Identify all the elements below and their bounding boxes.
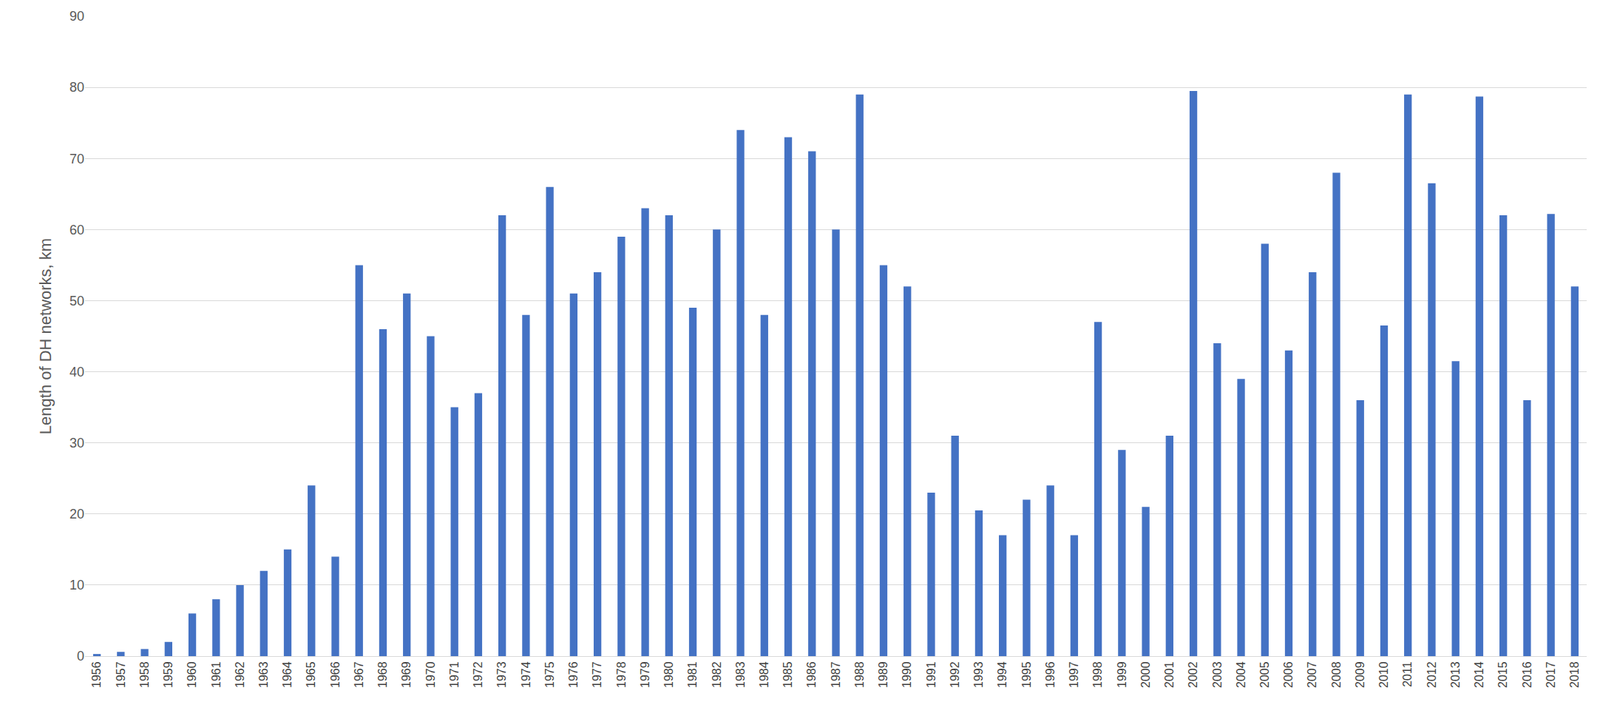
- svg-text:20: 20: [69, 506, 85, 522]
- svg-text:1958: 1958: [138, 660, 151, 688]
- svg-text:1962: 1962: [233, 660, 247, 688]
- svg-text:1977: 1977: [590, 660, 604, 688]
- svg-text:1999: 1999: [1115, 660, 1129, 688]
- svg-text:2013: 2013: [1449, 660, 1462, 688]
- svg-text:1960: 1960: [185, 660, 199, 688]
- svg-text:1998: 1998: [1091, 660, 1104, 688]
- svg-text:1961: 1961: [209, 660, 223, 688]
- svg-text:2004: 2004: [1234, 660, 1248, 688]
- svg-text:1988: 1988: [853, 660, 866, 688]
- svg-text:2007: 2007: [1305, 660, 1319, 688]
- svg-text:90: 90: [69, 8, 85, 24]
- svg-text:40: 40: [69, 364, 85, 380]
- svg-text:1994: 1994: [995, 660, 1009, 688]
- svg-text:10: 10: [69, 577, 85, 593]
- svg-text:1981: 1981: [686, 660, 699, 688]
- svg-text:1990: 1990: [900, 660, 914, 688]
- svg-text:1983: 1983: [734, 660, 747, 688]
- svg-text:80: 80: [69, 79, 85, 95]
- svg-text:1966: 1966: [329, 660, 342, 688]
- svg-text:2008: 2008: [1330, 660, 1343, 688]
- svg-text:30: 30: [69, 435, 85, 451]
- svg-text:2011: 2011: [1401, 660, 1414, 687]
- svg-text:1964: 1964: [280, 660, 294, 688]
- svg-text:1985: 1985: [781, 660, 795, 688]
- svg-text:2005: 2005: [1258, 660, 1271, 688]
- svg-text:1979: 1979: [638, 660, 652, 688]
- svg-text:1993: 1993: [972, 660, 985, 688]
- svg-text:2002: 2002: [1186, 660, 1200, 688]
- svg-text:1978: 1978: [615, 660, 628, 688]
- svg-text:1956: 1956: [90, 660, 103, 688]
- svg-text:1982: 1982: [710, 660, 724, 688]
- svg-text:2003: 2003: [1211, 660, 1224, 688]
- svg-text:1976: 1976: [567, 660, 580, 688]
- svg-text:1975: 1975: [543, 660, 557, 688]
- svg-text:2014: 2014: [1472, 660, 1486, 688]
- svg-text:1991: 1991: [924, 660, 938, 688]
- svg-text:2006: 2006: [1282, 660, 1295, 688]
- svg-text:1995: 1995: [1020, 660, 1033, 688]
- svg-text:1969: 1969: [400, 660, 413, 688]
- svg-text:1970: 1970: [424, 660, 437, 688]
- svg-text:0: 0: [76, 648, 85, 664]
- svg-text:2000: 2000: [1139, 660, 1152, 688]
- svg-text:1989: 1989: [876, 660, 890, 688]
- svg-text:2018: 2018: [1568, 660, 1581, 688]
- svg-text:1987: 1987: [829, 660, 843, 688]
- svg-text:2010: 2010: [1377, 660, 1391, 688]
- svg-text:60: 60: [69, 222, 85, 238]
- svg-text:2016: 2016: [1520, 660, 1534, 688]
- svg-text:50: 50: [69, 293, 85, 309]
- svg-text:1957: 1957: [114, 660, 128, 688]
- svg-text:2015: 2015: [1496, 660, 1510, 688]
- svg-text:1967: 1967: [352, 660, 366, 688]
- svg-text:1997: 1997: [1067, 660, 1081, 688]
- svg-text:2017: 2017: [1544, 660, 1558, 688]
- svg-text:1980: 1980: [662, 660, 676, 688]
- svg-text:1972: 1972: [471, 660, 485, 688]
- svg-text:1996: 1996: [1043, 660, 1057, 688]
- svg-text:1992: 1992: [948, 660, 962, 688]
- svg-text:1965: 1965: [304, 660, 318, 688]
- svg-text:1959: 1959: [161, 660, 175, 688]
- svg-text:1968: 1968: [376, 660, 389, 688]
- svg-text:2012: 2012: [1425, 660, 1439, 688]
- svg-text:70: 70: [69, 151, 85, 167]
- svg-text:Length of DH networks, km: Length of DH networks, km: [36, 238, 55, 435]
- svg-text:1974: 1974: [519, 660, 533, 688]
- svg-text:1986: 1986: [805, 660, 818, 688]
- svg-text:1973: 1973: [495, 660, 508, 688]
- svg-text:1984: 1984: [757, 660, 771, 688]
- svg-text:1963: 1963: [257, 660, 270, 688]
- svg-text:1971: 1971: [448, 660, 461, 688]
- svg-text:2009: 2009: [1353, 660, 1367, 688]
- svg-text:2001: 2001: [1163, 660, 1176, 688]
